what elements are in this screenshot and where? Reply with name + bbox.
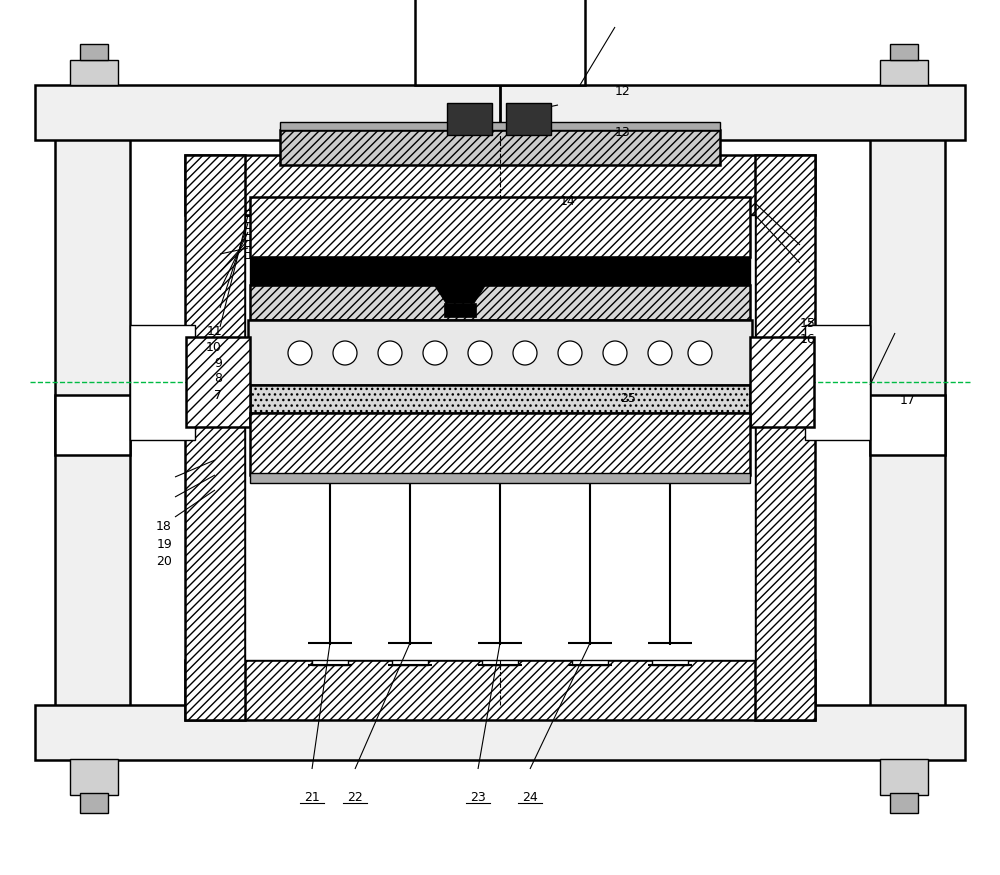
- Text: 10: 10: [206, 341, 222, 354]
- Bar: [186, 337, 250, 427]
- Text: 13: 13: [615, 127, 631, 139]
- Bar: [870, 115, 945, 755]
- Circle shape: [603, 341, 627, 365]
- Text: 15: 15: [800, 318, 816, 330]
- Bar: [755, 155, 815, 720]
- Bar: [805, 325, 870, 440]
- Bar: [415, 0, 585, 85]
- Text: 23: 23: [470, 791, 486, 804]
- Circle shape: [333, 341, 357, 365]
- Text: 18: 18: [156, 521, 172, 533]
- Bar: [482, 643, 518, 665]
- Text: 12: 12: [615, 86, 631, 98]
- Bar: [280, 122, 720, 130]
- Bar: [447, 103, 492, 135]
- Bar: [35, 705, 965, 760]
- Circle shape: [468, 341, 492, 365]
- Bar: [312, 643, 348, 665]
- Bar: [870, 395, 945, 455]
- Bar: [250, 413, 750, 475]
- Bar: [250, 285, 750, 320]
- Bar: [250, 473, 750, 483]
- Bar: [880, 60, 928, 85]
- Bar: [572, 643, 608, 665]
- Text: 25: 25: [620, 392, 636, 404]
- Text: 8: 8: [214, 373, 222, 385]
- Bar: [652, 643, 688, 665]
- Text: 11: 11: [206, 326, 222, 338]
- Polygon shape: [432, 281, 488, 303]
- Bar: [35, 85, 965, 140]
- Text: 19: 19: [156, 538, 172, 550]
- Circle shape: [288, 341, 312, 365]
- Text: 21: 21: [304, 791, 320, 804]
- Bar: [130, 325, 195, 440]
- Bar: [750, 337, 814, 427]
- Circle shape: [423, 341, 447, 365]
- Bar: [250, 197, 750, 257]
- Bar: [248, 320, 752, 385]
- Circle shape: [688, 341, 712, 365]
- Circle shape: [558, 341, 582, 365]
- Bar: [444, 303, 476, 317]
- Text: 22: 22: [347, 791, 363, 804]
- Bar: [506, 103, 551, 135]
- Text: 9: 9: [214, 357, 222, 369]
- Bar: [70, 60, 118, 85]
- Bar: [280, 130, 720, 165]
- Bar: [392, 643, 428, 665]
- Text: 7: 7: [214, 389, 222, 402]
- Bar: [80, 793, 108, 813]
- Circle shape: [378, 341, 402, 365]
- Bar: [890, 44, 918, 60]
- Bar: [880, 759, 928, 795]
- Bar: [250, 257, 750, 285]
- Bar: [890, 793, 918, 813]
- Bar: [55, 115, 130, 755]
- Text: 14: 14: [560, 195, 576, 207]
- Bar: [185, 155, 815, 215]
- Bar: [55, 395, 130, 455]
- Text: 17: 17: [900, 395, 916, 407]
- Text: 16: 16: [800, 333, 816, 346]
- Bar: [428, 271, 492, 281]
- Bar: [80, 44, 108, 60]
- Text: 20: 20: [156, 556, 172, 568]
- Circle shape: [648, 341, 672, 365]
- Bar: [250, 385, 750, 413]
- Bar: [185, 660, 815, 720]
- Bar: [245, 215, 755, 660]
- Text: 24: 24: [522, 791, 538, 804]
- Circle shape: [513, 341, 537, 365]
- Bar: [185, 155, 245, 720]
- Bar: [70, 759, 118, 795]
